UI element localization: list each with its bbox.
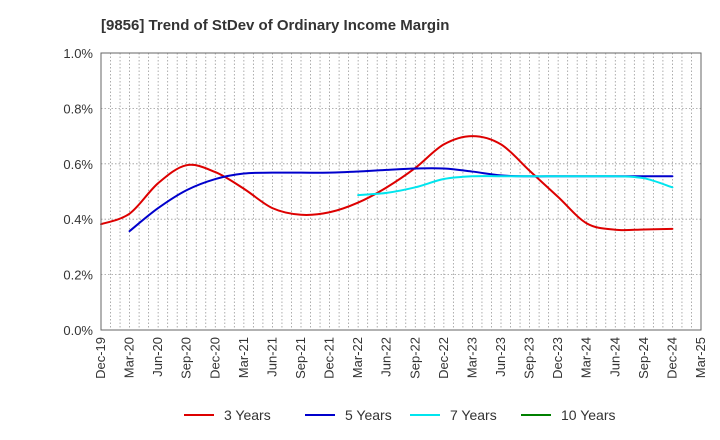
x-tick-label: Mar-21 [236,337,251,378]
x-tick-label: Sep-23 [522,337,537,379]
plot-border [100,52,702,331]
x-tick-label: Mar-20 [122,337,137,378]
y-tick-label: 1.0% [63,46,93,61]
y-tick-label: 0.2% [63,268,93,283]
y-tick-label: 0.4% [63,212,93,227]
legend-label: 7 Years [450,407,497,423]
y-tick-label: 0.6% [63,157,93,172]
x-tick-label: Jun-22 [379,337,394,377]
x-tick-label: Jun-23 [493,337,508,377]
x-tick-label: Dec-21 [322,337,337,379]
x-tick-label: Dec-20 [207,337,222,379]
x-tick-label: Sep-24 [636,337,651,379]
legend-label: 10 Years [561,407,616,423]
legend-item: 5 Years [305,407,392,423]
legend-item: 10 Years [521,407,616,423]
grid-layer [101,53,701,330]
x-tick-label: Mar-22 [350,337,365,378]
series-line-1 [100,135,674,232]
axis-layer: 0.0% 0.2% 0.4% 0.6% 0.8% 1.0% Dec-19 Mar-20 Jun-… [63,46,708,379]
x-tick-label: Jun-24 [607,337,622,377]
series-layer [100,135,674,233]
x-tick-label: Jun-20 [150,337,165,377]
legend-label: 5 Years [345,407,392,423]
x-tick-label: Mar-24 [579,337,594,378]
x-tick-label: Mar-23 [464,337,479,378]
x-tick-label: Sep-20 [179,337,194,379]
x-tick-label: Dec-22 [436,337,451,379]
y-tick-label: 0.8% [63,101,93,116]
x-tick-label: Dec-24 [664,337,679,379]
legend-item: 3 Years [184,407,271,423]
series-line-3 [357,175,674,197]
legend-label: 3 Years [224,407,271,423]
x-tick-label: Jun-21 [264,337,279,377]
chart-title: [9856] Trend of StDev of Ordinary Income… [101,17,449,34]
x-tick-label: Mar-25 [693,337,708,378]
legend: 3 Years 5 Years 7 Years 10 Years [184,407,616,423]
legend-item: 7 Years [410,407,497,423]
y-tick-label: 0.0% [63,323,93,338]
x-tick-label: Dec-23 [550,337,565,379]
x-tick-label: Dec-19 [93,337,108,379]
x-tick-label: Sep-22 [407,337,422,379]
x-tick-label: Sep-21 [293,337,308,379]
